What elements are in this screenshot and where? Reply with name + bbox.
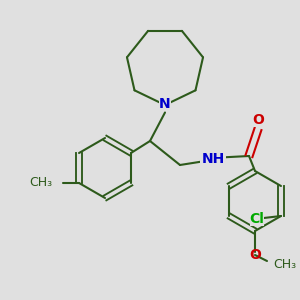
Text: CH₃: CH₃ (29, 176, 52, 190)
Text: CH₃: CH₃ (273, 257, 296, 271)
Text: O: O (252, 113, 264, 127)
Text: Cl: Cl (250, 212, 264, 226)
Text: O: O (249, 248, 261, 262)
Text: N: N (159, 97, 171, 110)
Text: NH: NH (201, 152, 225, 166)
